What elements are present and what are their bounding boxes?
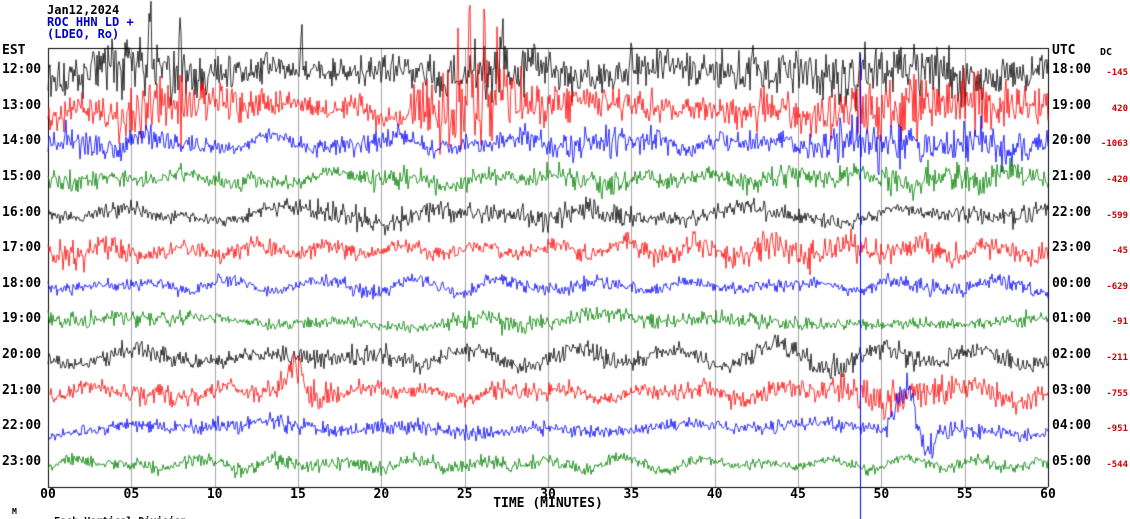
est-hour-label: 15:00 [2, 168, 42, 184]
utc-hour-label: 23:00 [1052, 240, 1092, 256]
dc-value: -420 [1106, 174, 1128, 185]
x-tick-label: 60 [1040, 487, 1056, 502]
est-hour-label: 19:00 [2, 311, 42, 327]
utc-hour-label: 01:00 [1052, 311, 1092, 327]
left-axis-label: EST [2, 43, 26, 58]
est-hour-label: 22:00 [2, 418, 42, 434]
x-tick-label: 55 [956, 487, 973, 502]
utc-hour-label: 22:00 [1052, 204, 1092, 220]
utc-hour-label: 05:00 [1052, 454, 1092, 469]
x-axis-title: TIME (MINUTES) [493, 496, 603, 511]
utc-hour-label: 00:00 [1052, 275, 1092, 291]
est-hour-label: 21:00 [2, 382, 42, 398]
est-hour-label: 16:00 [2, 204, 42, 220]
utc-hour-label: 20:00 [1052, 133, 1092, 149]
dc-value: -755 [1106, 388, 1128, 399]
header-network-name: (LDEO, Ro) [47, 27, 120, 41]
x-tick-label: 40 [706, 487, 723, 502]
dc-value: -544 [1106, 460, 1128, 470]
x-tick-label: 00 [40, 487, 56, 502]
header-date: Jan12,2024 [47, 3, 120, 17]
x-tick-label: 50 [873, 487, 890, 502]
x-tick-label: 25 [456, 487, 473, 502]
x-tick-label: 15 [290, 487, 306, 502]
header-station-code: ROC HHN LD + [47, 15, 134, 29]
vertical-division-text: Each Vertical Division [54, 516, 186, 519]
est-hour-label: 13:00 [2, 97, 42, 113]
footer-mark: M [12, 507, 17, 516]
est-hour-label: 14:00 [2, 133, 42, 149]
est-hour-label: 23:00 [2, 454, 42, 469]
utc-hour-label: 02:00 [1052, 347, 1092, 363]
dc-value: -211 [1106, 353, 1128, 364]
x-tick-label: 30 [540, 487, 556, 502]
x-tick-label: 05 [123, 487, 140, 502]
est-hour-label: 18:00 [2, 275, 42, 291]
dc-value: -1063 [1100, 139, 1128, 150]
x-tick-label: 10 [206, 487, 223, 502]
utc-hour-label: 21:00 [1052, 168, 1092, 184]
utc-hour-label: 19:00 [1052, 97, 1092, 113]
dc-value: -145 [1106, 68, 1128, 78]
utc-hour-label: 03:00 [1052, 382, 1092, 398]
est-hour-label: 12:00 [2, 62, 42, 77]
vertical-division-note: Each Vertical Division = 333.33 microvol… [30, 501, 186, 519]
x-tick-label: 45 [790, 487, 806, 502]
dc-value: -951 [1106, 424, 1128, 435]
dc-value: 420 [1111, 103, 1128, 114]
right-axis-label: UTC [1052, 43, 1076, 58]
dc-value: -629 [1106, 281, 1128, 292]
dc-value: -599 [1106, 210, 1128, 221]
dc-value: -45 [1111, 246, 1128, 257]
est-hour-label: 20:00 [2, 347, 42, 363]
x-tick-label: 20 [373, 487, 390, 502]
dc-value: -91 [1111, 317, 1128, 328]
utc-hour-label: 04:00 [1052, 418, 1092, 434]
est-hour-label: 17:00 [2, 240, 42, 256]
dc-column-label: DC [1100, 47, 1113, 58]
x-tick-label: 35 [623, 487, 640, 502]
utc-hour-label: 18:00 [1052, 62, 1092, 77]
